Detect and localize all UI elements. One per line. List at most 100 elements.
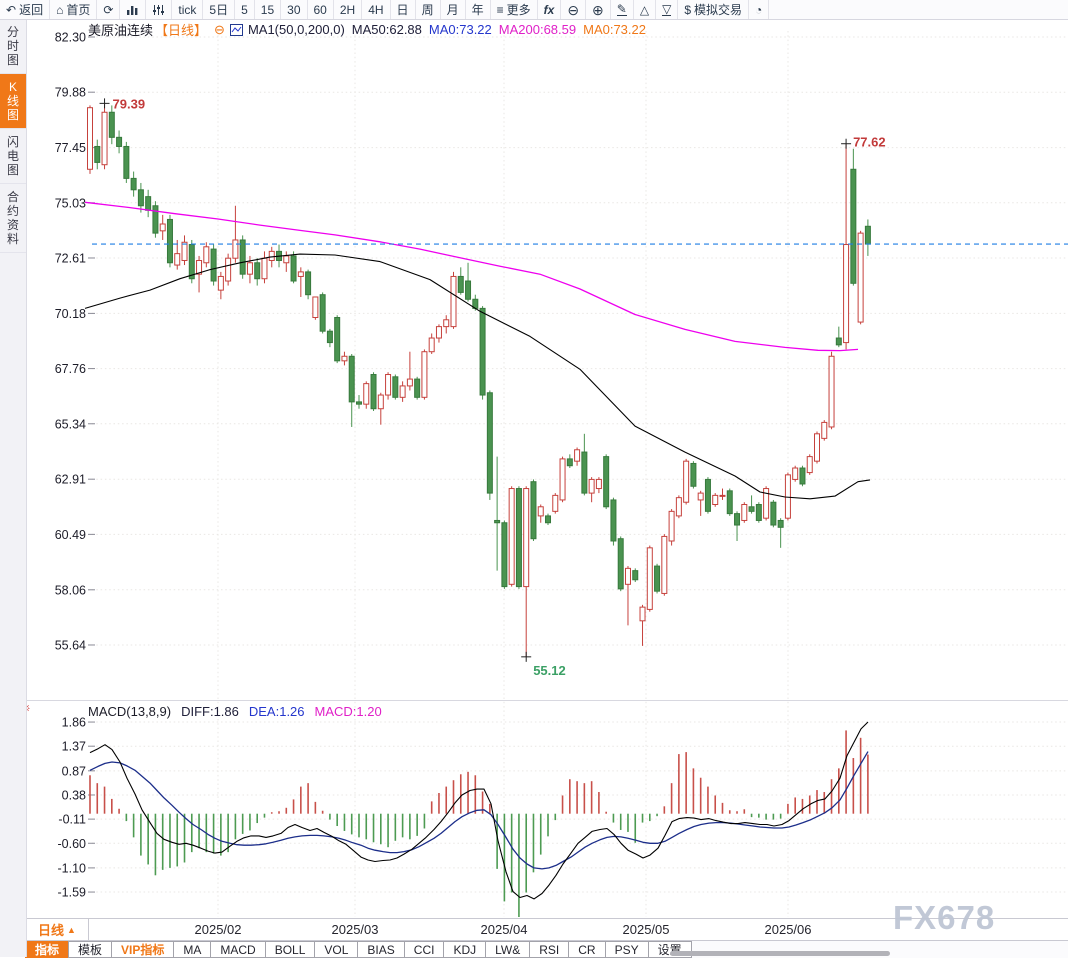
candle [668,510,675,542]
candle [363,383,370,405]
candle [101,111,108,166]
indicator-tab-PSY[interactable]: PSY [604,941,649,958]
candle [537,506,544,517]
collapse-icon[interactable]: ⊖ [214,21,225,37]
toolbar-zoom-out[interactable]: ⊖ [561,0,587,19]
toolbar-home[interactable]: ⌂ 首页 [50,0,98,19]
candle [515,488,522,588]
indicator-tab-VIP指标[interactable]: VIP指标 [111,941,175,958]
panel-separator [26,700,1068,701]
candle [348,355,355,403]
indicator-tab-MA[interactable]: MA [173,941,212,958]
candle [603,456,610,508]
sidebar-tab-闪电图[interactable]: 闪 电 图 [0,129,26,184]
toolbar-indicator-settings[interactable] [146,0,173,19]
candle [428,337,435,353]
toolbar-period-5day-label: 5日 [209,3,229,17]
sliders-icon [153,4,165,15]
bar-chart-icon [127,5,138,15]
toolbar-period-60min[interactable]: 60 [308,0,334,19]
toolbar-more[interactable]: ≡ 更多 [491,0,538,19]
candle [465,280,472,300]
y-axis-price-label: 75.03 [55,196,86,210]
y-axis-price-label: 60.49 [55,528,86,542]
candle [799,467,806,485]
candle [734,513,741,526]
period-tag[interactable]: 【日线】 [155,23,208,38]
y-axis-price-label: 77.45 [55,141,86,155]
sidebar-tab-合约资料[interactable]: 合 约 资 料 [0,184,26,253]
toolbar-refresh[interactable]: ⟳ [97,0,121,19]
candle [232,239,239,259]
candle [450,275,457,328]
candle [188,244,195,280]
indicator-tab-CR[interactable]: CR [568,941,606,958]
x-label-2025/03: 2025/03 [331,922,379,937]
toolbar-period-5min[interactable]: 5 [235,0,255,19]
x-label-2025/04: 2025/04 [480,922,528,937]
toolbar-zoom-in[interactable]: ⊕ [586,0,611,19]
price-annotation: 77.62 [853,135,886,150]
toolbar-period-day[interactable]: 日 [391,0,416,19]
candle [719,494,726,497]
indicator-tab-指标[interactable]: 指标 [25,941,70,958]
toolbar-tick[interactable]: tick [172,0,204,19]
toolbar-period-year[interactable]: 年 [466,0,491,19]
candle [108,111,115,138]
diff-line [89,721,869,900]
draw-icon: ✎ [616,2,627,16]
ma-lines-layer [84,201,1068,500]
period-selector[interactable]: 日线 ▲ [26,919,89,940]
toolbar-period-4h[interactable]: 4H [362,0,391,19]
candle [399,385,406,398]
candle [654,565,661,592]
top-toolbar: ↶ 返回 ⌂ 首页 ⟳ tick 5日 5 15 30 60 2H 4H 日周月年 ≡ 更多 fx ⊖ ⊕ ✎ △ ▽ $ 模… [0,0,1068,20]
indicator-tab-BIAS[interactable]: BIAS [357,941,405,958]
candle [130,177,137,191]
candle [581,451,588,494]
candle [283,255,290,264]
toolbar-back[interactable]: ↶ 返回 [0,0,51,19]
candle [443,319,450,328]
candle [595,478,602,490]
toolbar-fx-functions-label: fx [543,2,555,17]
y-axis-macd-label: -1.59 [58,886,87,900]
toolbar-partial-circle[interactable]: ◔ [749,0,770,19]
toolbar-triangle-down[interactable]: ▽ [656,0,679,19]
toolbar-fx-functions[interactable]: fx [538,0,562,19]
sidebar-tab-K线图[interactable]: K 线 图 [0,74,26,129]
mini-chart-icon[interactable] [229,23,243,36]
indicator-tab-VOL[interactable]: VOL [314,941,359,958]
sidebar-tab-分时图[interactable]: 分 时 图 [0,19,26,74]
triangle-down-icon: ▽ [662,2,672,16]
zoom-out-icon: ⊖ [567,1,580,18]
macd-layer [89,721,869,917]
indicator-tab-模板[interactable]: 模板 [68,941,113,958]
toolbar-period-30min[interactable]: 30 [281,0,308,19]
candle [857,232,864,323]
toolbar-period-week[interactable]: 周 [416,0,441,19]
toolbar-draw[interactable]: ✎ [611,0,634,19]
toolbar-triangle-up[interactable]: △ [634,0,657,19]
toolbar-chart-style[interactable] [120,0,147,19]
toolbar-period-2h[interactable]: 2H [334,0,363,19]
indicator-tab-LW&[interactable]: LW& [485,941,531,958]
sim-trading-icon: $ [684,2,691,17]
indicator-tab-MACD[interactable]: MACD [210,941,266,958]
toolbar-period-5day[interactable]: 5日 [203,0,236,19]
indicator-tab-RSI[interactable]: RSI [529,941,570,958]
indicator-tab-BOLL[interactable]: BOLL [264,941,316,958]
indicator-tab-KDJ[interactable]: KDJ [443,941,487,958]
candle [508,488,515,585]
price-annotation: 55.12 [533,663,566,678]
candle [639,606,646,622]
toolbar-period-15min[interactable]: 15 [255,0,282,19]
toolbar-period-month[interactable]: 月 [441,0,466,19]
chart-header: 美原油连续 【日线】 ⊖ MA1(50,0,200,0) MA50:62.88 … [88,20,646,39]
indicator-tab-CCI[interactable]: CCI [403,941,445,958]
candle [261,257,268,280]
toolbar-sim-trading[interactable]: $ 模拟交易 [678,0,750,19]
horizontal-scrollbar[interactable] [670,951,890,956]
